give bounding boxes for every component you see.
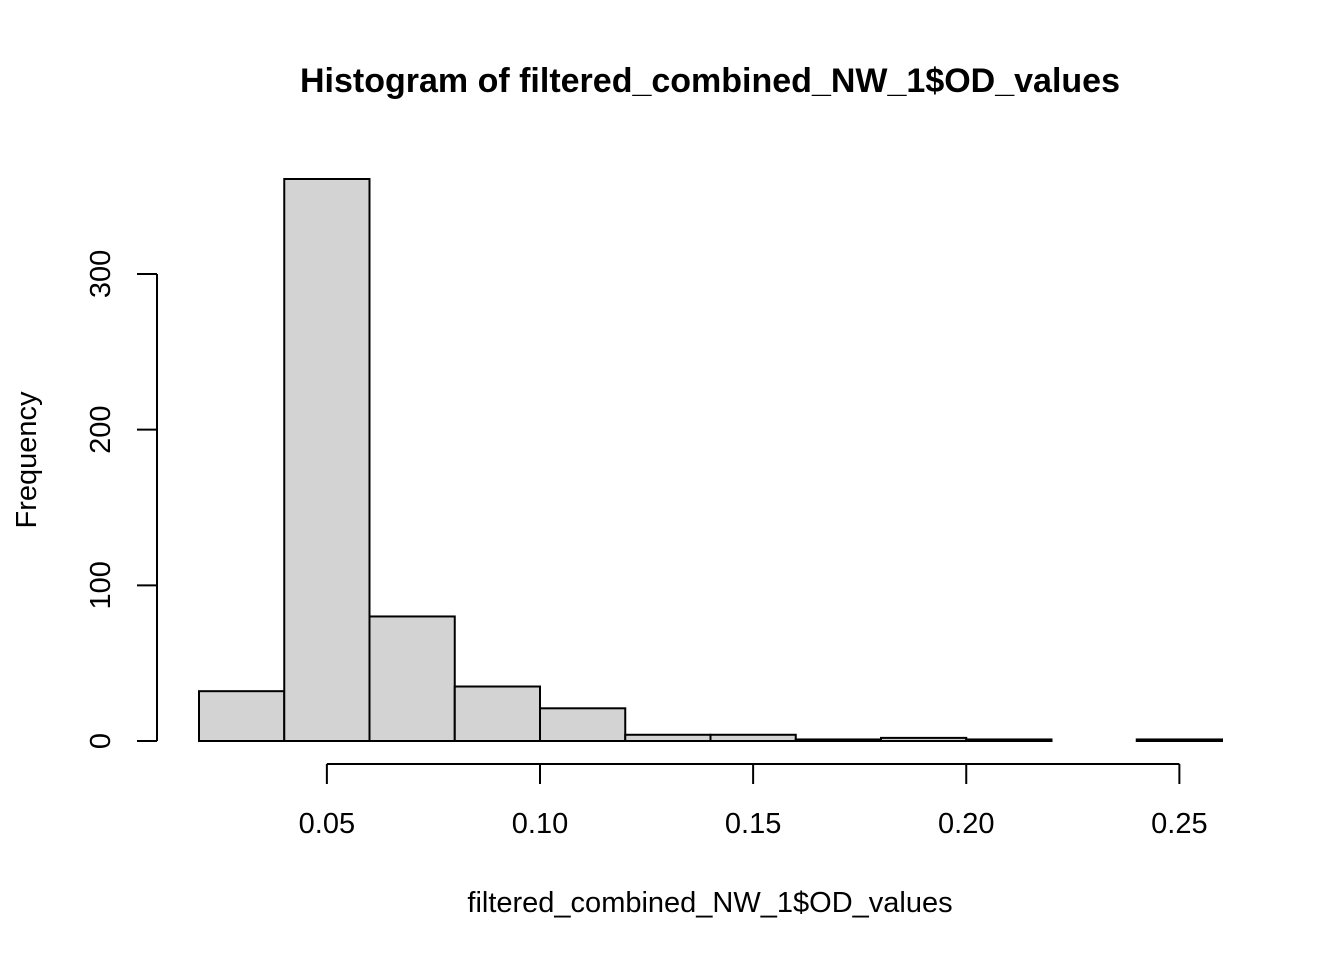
y-tick-label-1: 100: [85, 561, 117, 609]
x-tick-label-2: 0.15: [725, 808, 781, 840]
y-tick-label-3: 300: [85, 250, 117, 298]
y-axis: 0 100 200 300: [85, 250, 158, 749]
histogram-bar-1: [283, 178, 371, 742]
x-axis-label: filtered_combined_NW_1$OD_values: [467, 887, 952, 919]
chart-title: Histogram of filtered_combined_NW_1$OD_v…: [300, 62, 1120, 100]
histogram-bar-7: [794, 738, 882, 743]
histogram-bar-4: [539, 707, 627, 742]
y-tick-label-2: 200: [85, 405, 117, 453]
y-tick-label-0: 0: [85, 733, 117, 749]
histogram-bar-11: [1135, 738, 1223, 743]
histogram-bar-6: [709, 733, 797, 743]
histogram-bar-9: [965, 738, 1053, 743]
x-tick-label-0: 0.05: [299, 808, 355, 840]
x-tick-label-3: 0.20: [938, 808, 994, 840]
x-tick-label-1: 0.10: [512, 808, 568, 840]
x-axis: 0.05 0.10 0.15 0.20 0.25: [299, 763, 1208, 840]
histogram-bar-3: [453, 685, 541, 743]
histogram-bar-5: [624, 733, 712, 743]
y-axis-label: Frequency: [11, 391, 43, 529]
bars-group: [198, 178, 1223, 743]
histogram-bar-8: [880, 736, 968, 743]
x-tick-label-4: 0.25: [1151, 808, 1207, 840]
histogram-bar-2: [368, 615, 456, 743]
histogram-bar-0: [198, 690, 286, 742]
